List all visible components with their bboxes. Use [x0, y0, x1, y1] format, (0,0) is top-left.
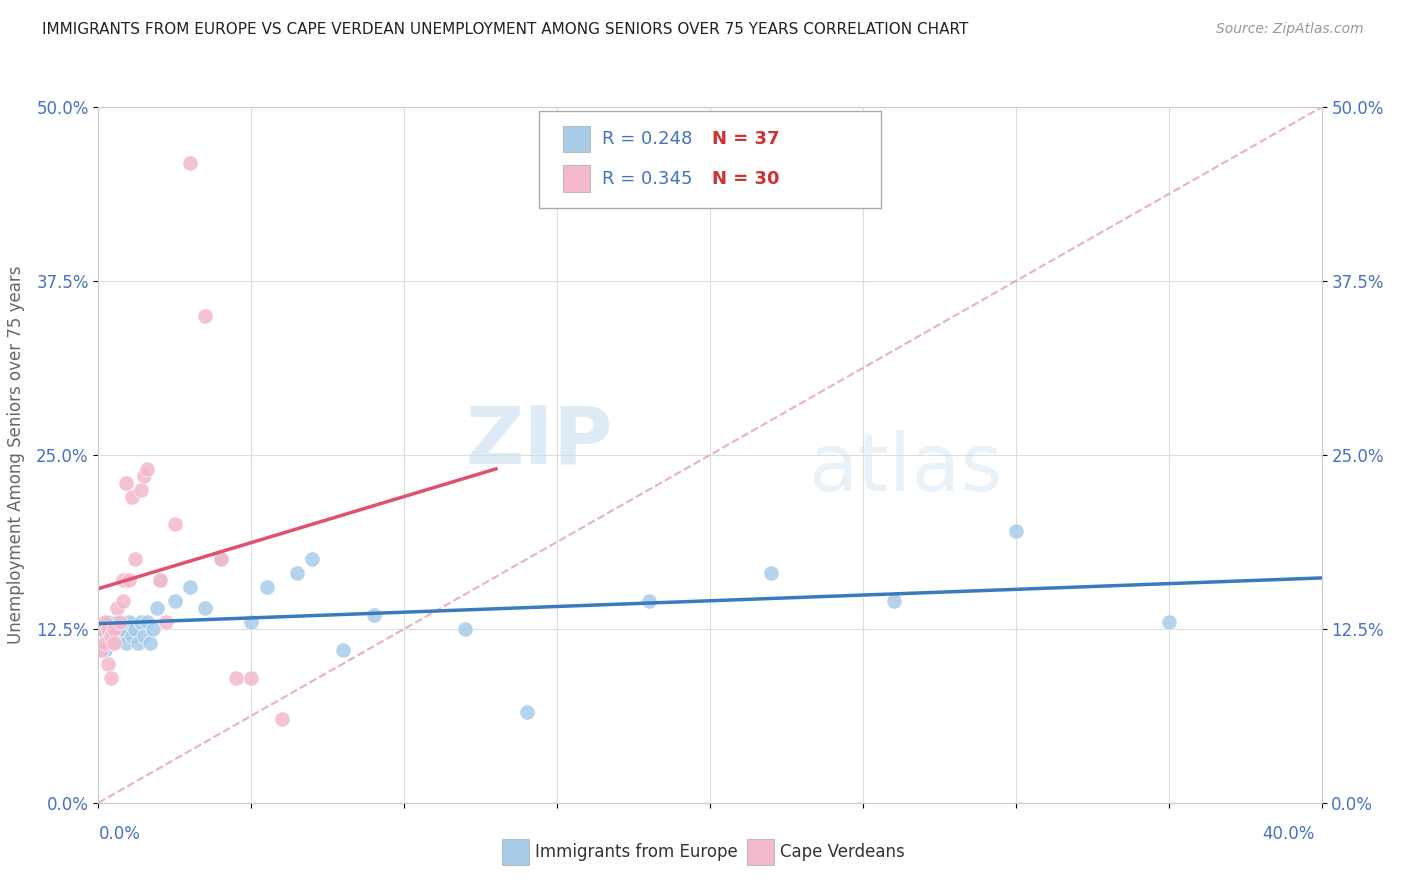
- Point: [134, 468, 156, 483]
- Point: [240, 671, 263, 685]
- Point: [129, 483, 152, 497]
- Bar: [564, 166, 591, 192]
- Point: [115, 475, 138, 490]
- Point: [270, 712, 292, 726]
- Point: [108, 615, 131, 629]
- Point: [145, 601, 167, 615]
- Point: [121, 629, 143, 643]
- Point: [637, 594, 661, 608]
- Point: [759, 566, 782, 581]
- Text: Immigrants from Europe: Immigrants from Europe: [536, 843, 738, 861]
- Bar: [564, 126, 591, 153]
- Text: Source: ZipAtlas.com: Source: ZipAtlas.com: [1216, 22, 1364, 37]
- Point: [883, 594, 905, 608]
- Point: [136, 615, 159, 629]
- Point: [108, 629, 131, 643]
- Point: [139, 636, 162, 650]
- Text: IMMIGRANTS FROM EUROPE VS CAPE VERDEAN UNEMPLOYMENT AMONG SENIORS OVER 75 YEARS : IMMIGRANTS FROM EUROPE VS CAPE VERDEAN U…: [42, 22, 969, 37]
- Point: [179, 155, 201, 169]
- Point: [332, 642, 354, 657]
- Text: 40.0%: 40.0%: [1263, 825, 1315, 843]
- Point: [209, 552, 232, 566]
- Point: [103, 636, 125, 650]
- Point: [163, 517, 186, 532]
- Point: [240, 615, 263, 629]
- Point: [115, 636, 138, 650]
- Point: [127, 636, 149, 650]
- Point: [301, 552, 323, 566]
- Point: [111, 622, 134, 636]
- Point: [136, 462, 159, 476]
- Text: N = 37: N = 37: [713, 130, 780, 148]
- Point: [111, 573, 134, 587]
- Point: [256, 580, 278, 594]
- Text: 0.0%: 0.0%: [98, 825, 141, 843]
- Point: [90, 622, 112, 636]
- Point: [93, 615, 115, 629]
- Text: R = 0.248: R = 0.248: [602, 130, 693, 148]
- Point: [134, 629, 156, 643]
- Point: [1157, 615, 1180, 629]
- Point: [1004, 524, 1026, 539]
- Point: [155, 615, 177, 629]
- Point: [93, 636, 115, 650]
- Point: [103, 636, 125, 650]
- Point: [209, 552, 232, 566]
- Point: [93, 642, 115, 657]
- FancyBboxPatch shape: [538, 111, 882, 208]
- Text: atlas: atlas: [808, 430, 1002, 508]
- Point: [225, 671, 247, 685]
- Point: [179, 580, 201, 594]
- Point: [97, 615, 120, 629]
- Point: [129, 615, 152, 629]
- Point: [149, 573, 172, 587]
- Point: [103, 622, 125, 636]
- Point: [454, 622, 477, 636]
- Point: [90, 642, 112, 657]
- Point: [97, 622, 120, 636]
- Bar: [747, 839, 773, 865]
- Point: [121, 490, 143, 504]
- Point: [100, 629, 122, 643]
- Point: [100, 629, 122, 643]
- Y-axis label: Unemployment Among Seniors over 75 years: Unemployment Among Seniors over 75 years: [7, 266, 25, 644]
- Point: [111, 594, 134, 608]
- Text: R = 0.345: R = 0.345: [602, 169, 693, 187]
- Point: [163, 594, 186, 608]
- Point: [124, 552, 146, 566]
- Text: Cape Verdeans: Cape Verdeans: [780, 843, 904, 861]
- Point: [105, 601, 128, 615]
- Point: [100, 671, 122, 685]
- Point: [118, 573, 141, 587]
- Point: [194, 601, 217, 615]
- Point: [124, 622, 146, 636]
- Point: [118, 615, 141, 629]
- Point: [285, 566, 308, 581]
- Point: [142, 622, 165, 636]
- Point: [363, 607, 385, 622]
- Point: [105, 615, 128, 629]
- Point: [194, 309, 217, 323]
- Text: ZIP: ZIP: [465, 402, 612, 480]
- Text: N = 30: N = 30: [713, 169, 780, 187]
- Point: [97, 657, 120, 671]
- Point: [516, 706, 538, 720]
- Bar: [502, 839, 529, 865]
- Point: [90, 622, 112, 636]
- Point: [149, 573, 172, 587]
